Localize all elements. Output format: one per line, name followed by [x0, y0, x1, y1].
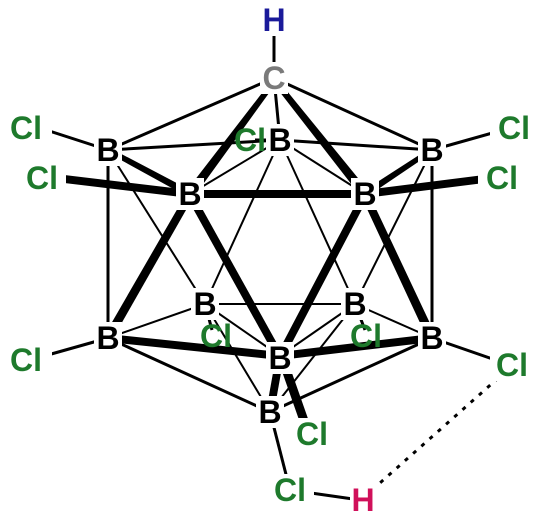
atom-b-left-top: B [96, 132, 119, 168]
atom-b-right-top: B [420, 132, 443, 168]
atom-b-back-top: B [268, 122, 291, 158]
atom-b-front-left: B [178, 176, 201, 212]
atom-b-front-right: B [353, 176, 376, 212]
atom-cl-right-low: Cl [496, 347, 528, 383]
atom-b-left-low: B [96, 320, 119, 356]
atom-cl-back-top: Cl [234, 122, 266, 158]
atom-cl-left-top: Cl [10, 110, 42, 146]
atom-b-right-low: B [420, 320, 443, 356]
atom-b-back-right: B [343, 286, 366, 322]
hydrogen-bond [371, 370, 506, 492]
atom-cl-left-low: Cl [10, 342, 42, 378]
front-bonds [104, 80, 436, 412]
atom-b-back-left: B [193, 286, 216, 322]
atom-cl-back-left: Cl [200, 318, 232, 354]
atom-cl-acid: Cl [274, 472, 306, 508]
atom-b-front-bottom: B [268, 340, 291, 376]
atom-labels: H C B B B B B B B B B B B Cl Cl Cl Cl [4, 2, 534, 518]
atom-h-acid: H [351, 482, 374, 518]
atom-cl-front-left: Cl [26, 160, 58, 196]
atom-cl-back-right: Cl [350, 318, 382, 354]
atom-cl-right-top: Cl [498, 110, 530, 146]
atom-cl-front-right: Cl [486, 160, 518, 196]
atom-h-top: H [262, 2, 285, 38]
atom-cl-front-bottom: Cl [296, 416, 328, 452]
atom-b-bottom: B [258, 394, 281, 430]
atom-c-top: C [262, 60, 285, 96]
